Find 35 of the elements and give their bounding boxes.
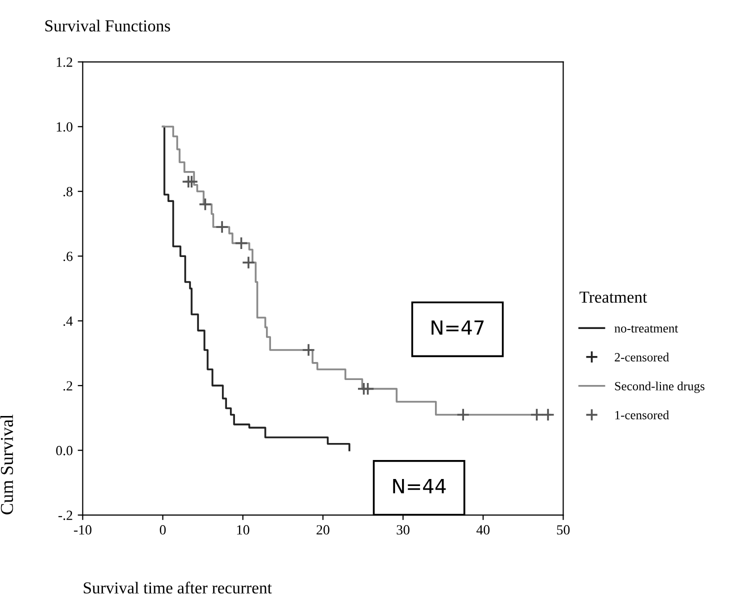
x-tick-label: 50: [557, 525, 570, 535]
legend-label: 2-censored: [614, 352, 669, 362]
x-axis-title: Survival time after recurrent: [84, 582, 272, 594]
y-tick-label: 0.0: [56, 446, 72, 456]
y-tick-label: -.2: [58, 510, 72, 520]
point: [198, 198, 212, 212]
y-axis-title: Cum Survival: [0, 414, 14, 514]
x-tick-label: 20: [316, 525, 330, 535]
y-tick-label: 1.2: [56, 58, 72, 67]
legend-title: Treatment: [580, 292, 648, 303]
y-tick-label: .6: [63, 252, 73, 262]
point: [215, 220, 229, 234]
x-tick-label: 40: [476, 525, 490, 535]
x-tick-label: 30: [396, 525, 410, 535]
x-tick-label: 0: [160, 525, 166, 535]
point: [184, 174, 198, 188]
point: [541, 408, 555, 422]
legend-label: Second-line drugs: [615, 382, 704, 393]
annotation: N=47: [432, 320, 484, 335]
point: [361, 382, 375, 396]
point: [302, 343, 316, 357]
y-tick-label: .4: [63, 316, 73, 326]
point: [530, 408, 544, 422]
legend-label: no-treatment: [614, 325, 678, 333]
x-tick-label: -10: [74, 525, 92, 535]
point: [234, 236, 248, 250]
legend-label: 1-censored: [615, 410, 669, 420]
point: [242, 256, 256, 270]
y-tick-label: .2: [63, 381, 72, 391]
chart-title: Survival Functions: [45, 20, 170, 32]
y-tick-label: .8: [63, 186, 72, 196]
point: [456, 408, 470, 422]
y-tick-label: 1.0: [56, 122, 72, 132]
x-tick-label: 10: [237, 525, 250, 535]
annotation: N=44: [393, 479, 446, 494]
